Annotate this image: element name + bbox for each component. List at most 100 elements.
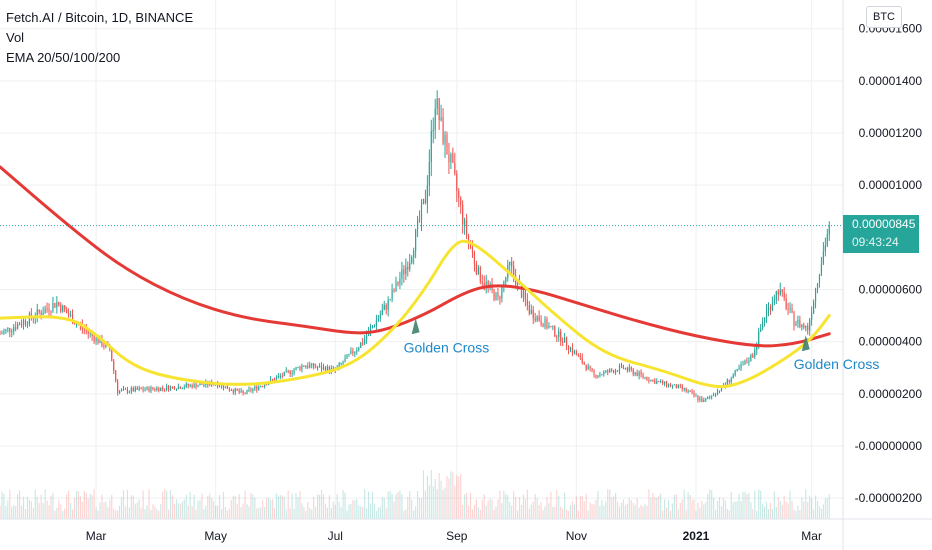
- volume-bar: [805, 489, 807, 519]
- candle-body: [581, 357, 583, 363]
- candle-body: [262, 386, 264, 388]
- volume-bar: [220, 508, 223, 519]
- volume-bar: [113, 508, 115, 519]
- volume-bar: [501, 502, 503, 519]
- volume-bar: [650, 497, 652, 519]
- candle-body: [432, 129, 434, 132]
- volume-bar: [575, 496, 577, 519]
- candle-body: [218, 386, 221, 388]
- candle-body: [466, 219, 468, 236]
- annotations: Golden Cross Golden Cross: [404, 318, 879, 372]
- candle-body: [17, 323, 19, 329]
- volume-bar: [440, 480, 442, 519]
- volume-bar: [115, 510, 117, 519]
- volume-bar: [795, 510, 797, 519]
- volume-bar: [328, 495, 330, 519]
- candle-body: [503, 281, 505, 287]
- candle-body: [650, 379, 652, 382]
- candle-body: [550, 326, 552, 328]
- candle-body: [565, 337, 568, 347]
- candle-body: [536, 316, 538, 321]
- candle-body: [328, 366, 330, 372]
- volume-bar: [242, 503, 244, 519]
- volume-bar: [685, 509, 687, 519]
- candle-body: [554, 326, 556, 337]
- candle-body: [217, 383, 219, 387]
- volume-indicator-label[interactable]: Vol: [6, 30, 25, 45]
- volume-bar: [189, 491, 191, 519]
- candle-body: [99, 338, 101, 344]
- candle-body: [179, 386, 181, 389]
- currency-badge[interactable]: BTC: [866, 6, 902, 28]
- volume-bar: [583, 501, 585, 519]
- volume-bar: [405, 509, 407, 519]
- candle-body: [748, 361, 750, 363]
- volume-bar: [422, 470, 425, 519]
- volume-bar: [640, 504, 642, 519]
- volume-bar: [36, 496, 38, 519]
- candle-body: [411, 257, 413, 263]
- candle-body: [477, 267, 479, 275]
- candle-body: [0, 333, 1, 335]
- volume-bar: [407, 497, 409, 519]
- candle-body: [756, 344, 758, 351]
- volume-bar: [66, 494, 68, 519]
- volume-bar: [577, 510, 579, 519]
- volume-bar: [532, 501, 534, 519]
- volume-bar: [362, 507, 364, 519]
- candle-body: [589, 366, 591, 369]
- volume-bar: [367, 491, 370, 519]
- candle-body: [379, 314, 381, 319]
- volume-bar: [342, 490, 344, 519]
- candle-body: [754, 350, 756, 358]
- volume-bar: [511, 505, 513, 519]
- candle-body: [358, 347, 360, 350]
- candle-body: [785, 298, 787, 309]
- candle-body: [407, 266, 409, 270]
- volume-bar: [144, 509, 146, 519]
- volume-bar: [409, 491, 411, 519]
- candle-body: [50, 311, 52, 313]
- candle-body: [542, 323, 544, 328]
- candle-body: [791, 308, 793, 313]
- candle-body: [166, 385, 168, 390]
- volume-bar: [489, 498, 491, 519]
- candle-body: [424, 198, 427, 204]
- volume-bar: [0, 505, 1, 519]
- candle-body: [38, 309, 40, 313]
- candle-body: [795, 323, 797, 326]
- volume-bar: [560, 506, 562, 519]
- candle-body: [493, 289, 495, 300]
- volume-bar: [48, 505, 50, 519]
- candle-body: [420, 204, 423, 221]
- candle-body: [256, 386, 258, 390]
- volume-bar: [246, 504, 248, 519]
- candle-body: [199, 383, 201, 386]
- volume-bar: [395, 494, 397, 519]
- volume-bar: [593, 504, 595, 519]
- candle-body: [758, 331, 760, 345]
- candle-body: [20, 324, 23, 326]
- candle-body: [499, 296, 501, 299]
- candle-body: [232, 390, 234, 393]
- volume-bar: [565, 509, 568, 519]
- candle-body: [324, 367, 327, 372]
- time-tick-label: 2021: [683, 529, 710, 543]
- volume-bar: [356, 499, 358, 519]
- candle-body: [220, 384, 223, 387]
- ema-indicator-label[interactable]: EMA 20/50/100/200: [6, 50, 121, 65]
- candle-body: [309, 365, 311, 368]
- volume-bar: [287, 490, 289, 519]
- candle-body: [305, 366, 307, 368]
- volume-bar: [234, 496, 236, 519]
- candle-body: [675, 384, 677, 389]
- volume-bar: [626, 503, 628, 519]
- time-tick-label: Mar: [801, 529, 822, 543]
- volume-bar: [793, 510, 795, 519]
- volume-bar: [158, 510, 160, 519]
- chart-title[interactable]: Fetch.AI / Bitcoin, 1D, BINANCE: [6, 10, 194, 25]
- volume-bar: [318, 494, 321, 519]
- volume-bar: [587, 510, 589, 519]
- volume-bar: [787, 503, 789, 519]
